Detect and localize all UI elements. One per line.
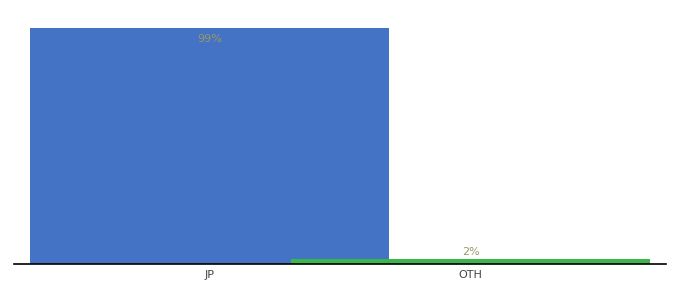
Text: 99%: 99% xyxy=(197,34,222,44)
Bar xyxy=(291,259,650,264)
Text: 2%: 2% xyxy=(462,247,479,257)
Bar xyxy=(30,28,389,264)
